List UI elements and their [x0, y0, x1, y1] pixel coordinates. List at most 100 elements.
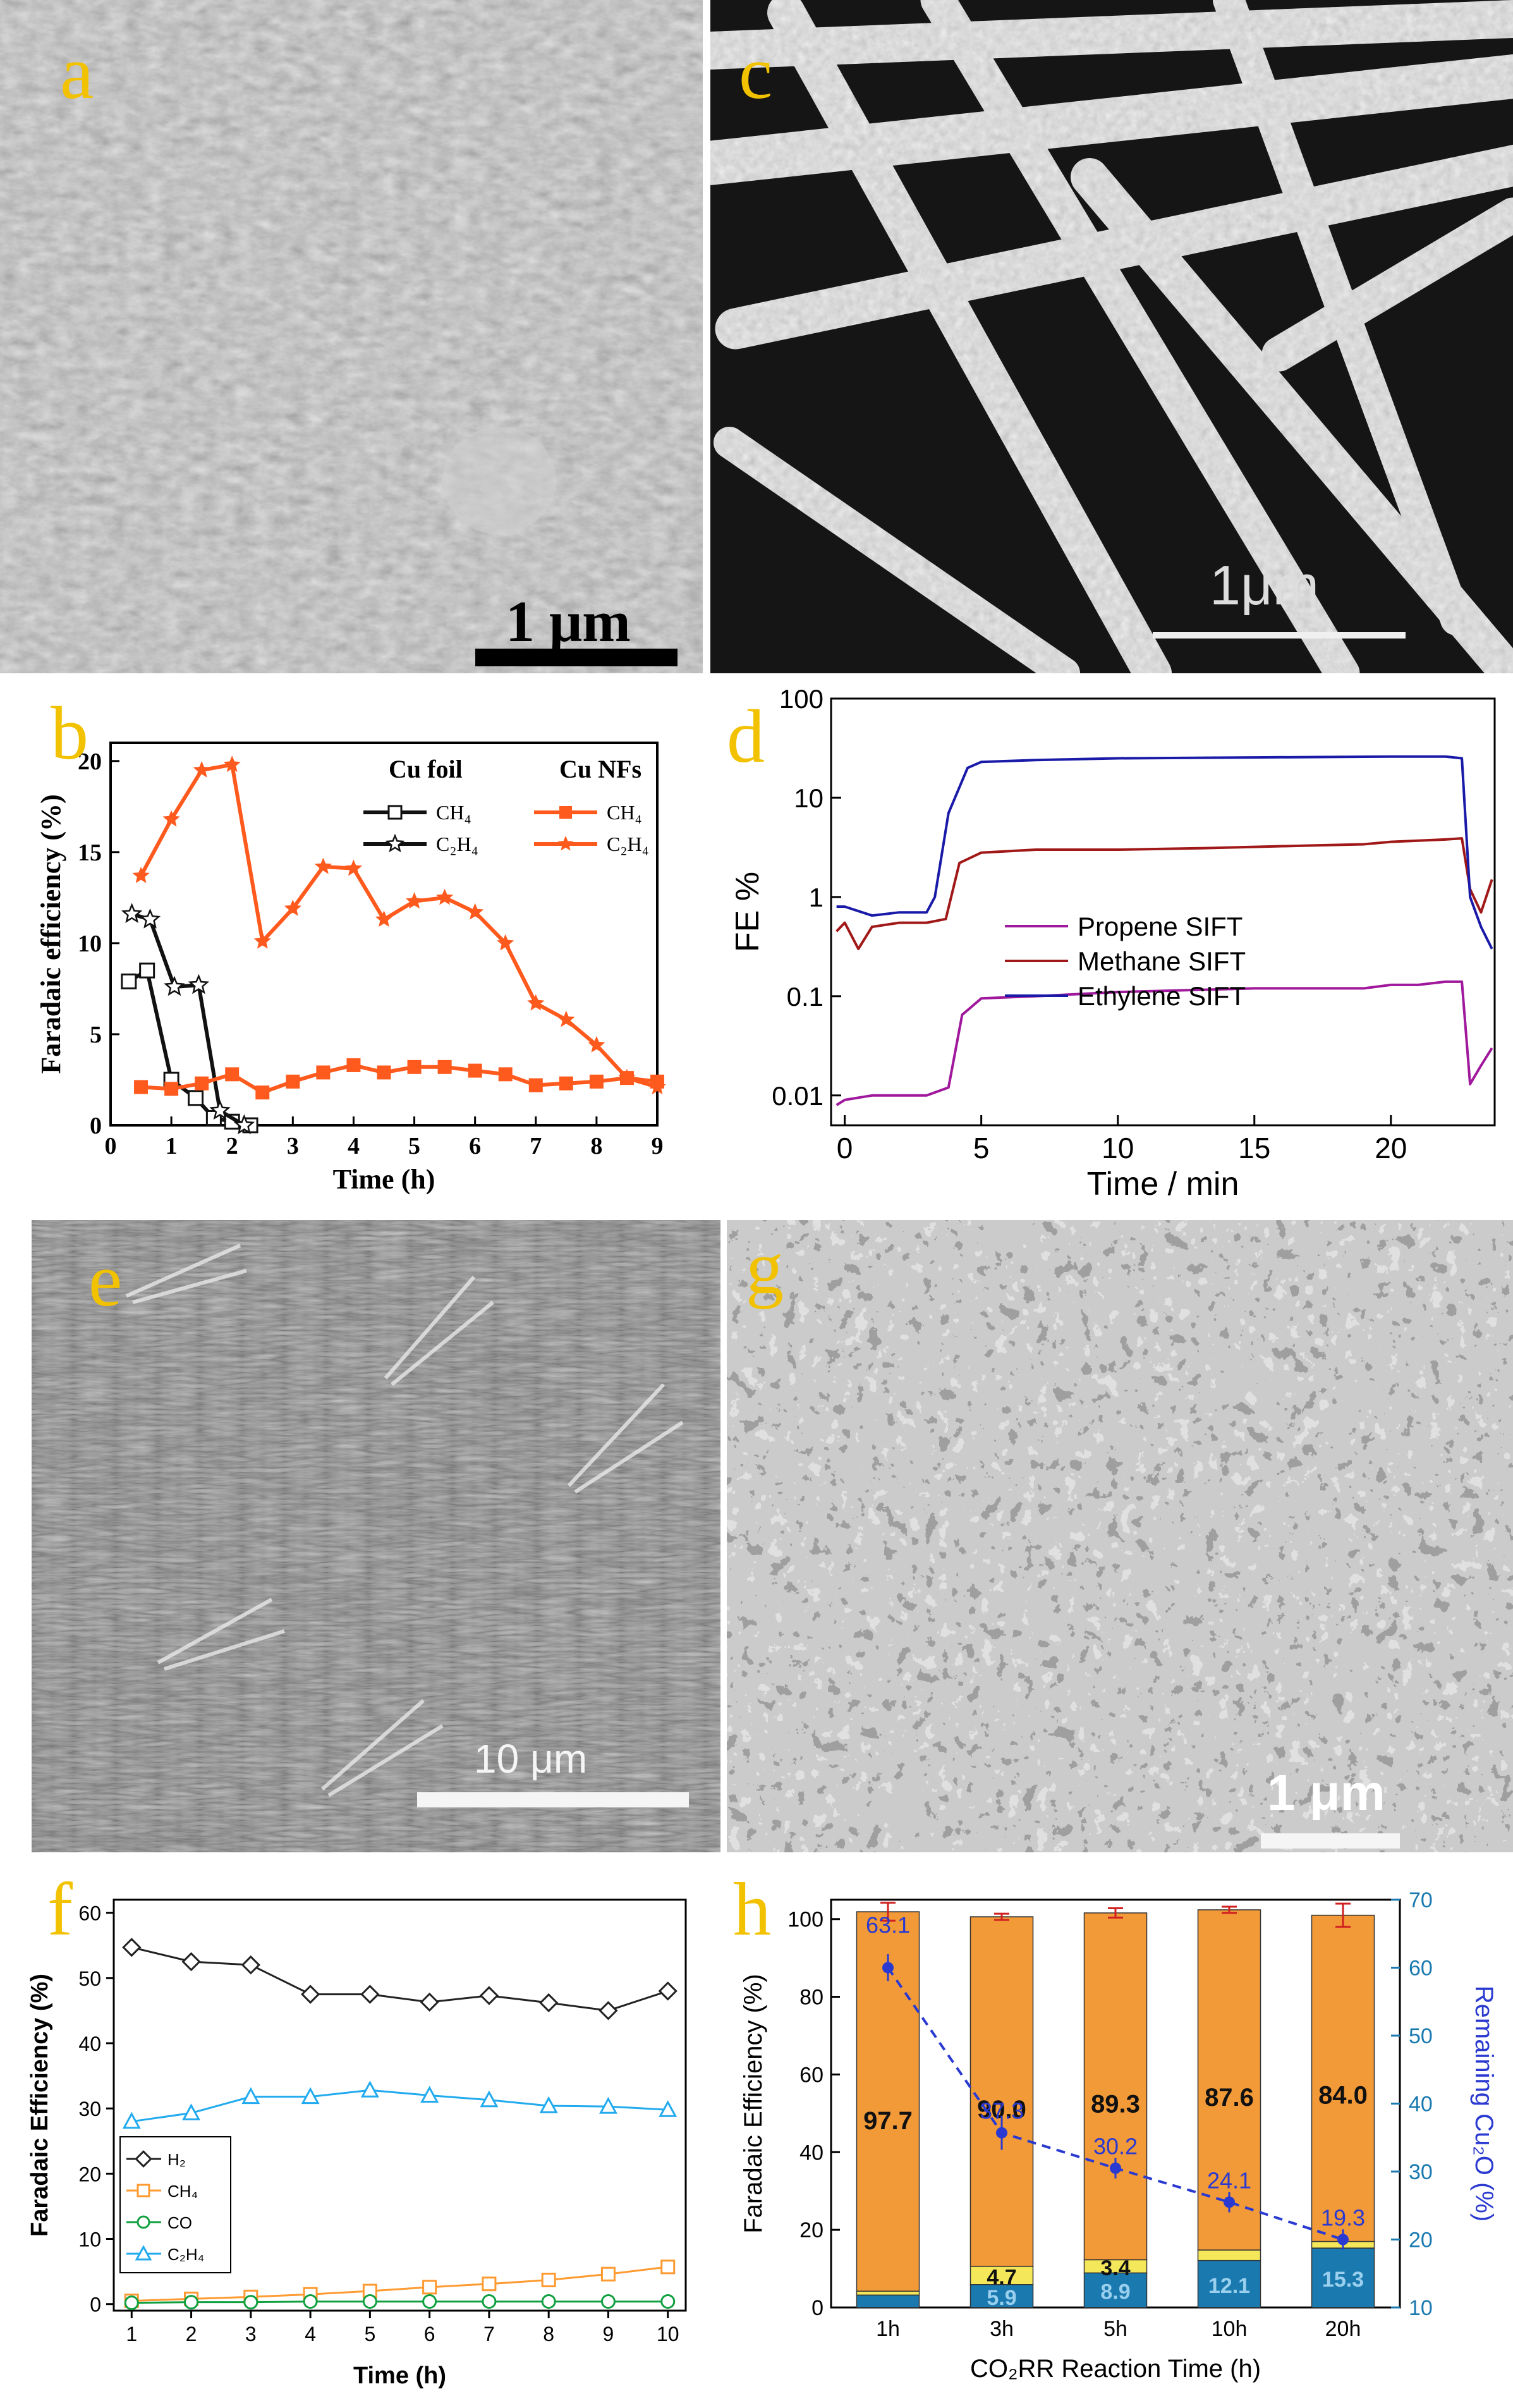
panel-letter-g: g	[746, 1225, 784, 1309]
data-point-f	[420, 2086, 439, 2103]
x-tick-label-d: 10	[1102, 1132, 1134, 1164]
y-tick-label-d: 0.01	[772, 1081, 823, 1111]
data-point-f	[482, 2277, 497, 2292]
data-point-f	[541, 2273, 556, 2288]
y-tick-label-h: 40	[799, 2141, 823, 2165]
data-point-f	[539, 2096, 558, 2113]
data-point-b	[528, 1078, 543, 1092]
y-tick-label-d: 1	[809, 883, 823, 912]
bar-label-h: 3.4	[1100, 2256, 1130, 2280]
x-tick-label-h: 3h	[990, 2317, 1014, 2341]
data-point-b	[557, 1010, 575, 1027]
y-tick-label-d: 10	[794, 783, 823, 813]
y-tick-label-d: 0.1	[787, 982, 823, 1011]
legend-marker-b	[559, 806, 572, 819]
legend-marker-b	[387, 805, 403, 820]
data-point-f	[303, 2294, 318, 2309]
stacked-bar-h: 12.1 87.6	[1197, 1905, 1261, 2308]
y2-tick-label-h: 60	[1409, 1957, 1433, 1981]
data-point-f	[539, 1993, 559, 2013]
sem-texture-g	[727, 1220, 1513, 1852]
chart-f: 1 2 3 4 5 6 7 8 9 10 0 10 20 30 40 50 60 Time (h) Faradaic…	[0, 1871, 720, 2408]
x-tick-label-b: 1	[166, 1133, 178, 1159]
legend-entry-f: C₂H₄	[167, 2245, 204, 2264]
y2-tick-label-h: 40	[1409, 2093, 1433, 2117]
y2-axis-label-h: Remaining Cu₂O (%)	[1470, 1986, 1498, 2222]
y-tick-label-h: 100	[787, 1908, 823, 1932]
y-tick-label-f: 40	[78, 2032, 101, 2055]
data-point-f	[600, 2294, 616, 2309]
data-point-f	[241, 2087, 260, 2105]
data-point-f	[122, 2112, 141, 2129]
panel-letter-h: h	[733, 1871, 771, 1951]
series-b-3	[132, 755, 666, 1095]
data-point-b	[188, 974, 210, 994]
series-line-d-1	[835, 837, 1493, 950]
x-tick-label-h: 5h	[1103, 2317, 1127, 2341]
cu2o-point-h	[996, 2127, 1007, 2139]
data-point-b	[195, 1076, 209, 1091]
data-point-b	[344, 859, 362, 876]
sem-image-e: 10 μm e	[32, 1220, 720, 1852]
chart-f-svg: 1 2 3 4 5 6 7 8 9 10 0 10 20 30 40 50 60 Time (h) Faradaic…	[27, 1898, 687, 2389]
legend-marker-f	[135, 2245, 152, 2261]
data-point-b	[346, 1058, 361, 1072]
data-point-f	[360, 1984, 380, 2004]
data-point-f	[599, 2096, 617, 2114]
bar-label-h: 15.3	[1322, 2268, 1364, 2292]
plot-frame-f	[112, 1898, 687, 2312]
scale-bar-c	[1153, 632, 1406, 639]
scale-bar-e	[417, 1792, 689, 1807]
legend-marker-f	[137, 2184, 150, 2197]
x-tick-label-b: 5	[408, 1133, 420, 1159]
legend-entry-f: CH₄	[167, 2182, 198, 2201]
legend-entry-b: CH₄	[436, 801, 471, 824]
x-tick-label-d: 20	[1375, 1132, 1407, 1164]
y-axis-label-f: Faradaic Efficiency (%)	[27, 1974, 53, 2237]
sem-image-a: 1 μm a	[0, 0, 703, 673]
data-point-f	[482, 2294, 497, 2309]
legend-d: Propene SIFT Methane SIFT Ethylene SIFT	[1005, 912, 1246, 1011]
legend-entry-f: H₂	[167, 2150, 186, 2169]
chart-b: 0 1 2 3 4 5 6 7 8 9 0 5 10 15 20 Time (h) Faradaic effic…	[0, 689, 714, 1214]
bar-segment-h	[1083, 2272, 1148, 2308]
x-tick-label-b: 6	[469, 1133, 481, 1159]
y2-tick-label-h: 50	[1409, 2024, 1433, 2048]
data-point-b	[406, 892, 423, 909]
panel-letter-e: e	[88, 1238, 123, 1322]
y-tick-label-h: 80	[799, 1986, 823, 2010]
y-tick-label-b: 5	[90, 1022, 102, 1048]
data-point-b	[498, 1067, 513, 1082]
series-b-2	[134, 1058, 664, 1100]
x-tick-label-f: 9	[603, 2323, 614, 2345]
legend-marker-f	[135, 2150, 152, 2168]
data-point-b	[164, 1082, 179, 1096]
panel-letter-b: b	[51, 691, 88, 775]
cu2o-point-h	[1110, 2162, 1121, 2174]
y-tick-label-b: 15	[78, 840, 102, 866]
data-point-b	[316, 1065, 331, 1080]
data-point-f	[600, 2266, 616, 2282]
data-point-b	[223, 755, 241, 773]
series-line-f	[131, 2266, 668, 2302]
x-tick-label-f: 10	[657, 2323, 679, 2345]
bar-segment-h	[1083, 1912, 1148, 2261]
data-point-b	[255, 1085, 270, 1100]
y-tick-label-b: 10	[78, 931, 102, 957]
data-point-f	[300, 1984, 320, 2004]
data-point-f	[181, 1952, 201, 1972]
bar-segment-h	[969, 1916, 1034, 2267]
data-point-b	[225, 1067, 240, 1082]
y-tick-label-b: 0	[90, 1113, 102, 1139]
data-point-b	[139, 962, 155, 979]
x-axis-label-b: Time (h)	[333, 1164, 435, 1195]
bar-label-h: 97.7	[863, 2107, 913, 2135]
plot-frame-b	[109, 742, 659, 1127]
x-tick-label-d: 15	[1238, 1132, 1270, 1164]
y-tick-label-h: 60	[799, 2063, 823, 2087]
data-point-b	[314, 857, 332, 874]
data-point-b	[193, 761, 210, 778]
y-tick-label-f: 50	[78, 1967, 101, 1990]
legend-entry-d: Propene SIFT	[1078, 912, 1243, 941]
data-point-b	[377, 1065, 391, 1080]
